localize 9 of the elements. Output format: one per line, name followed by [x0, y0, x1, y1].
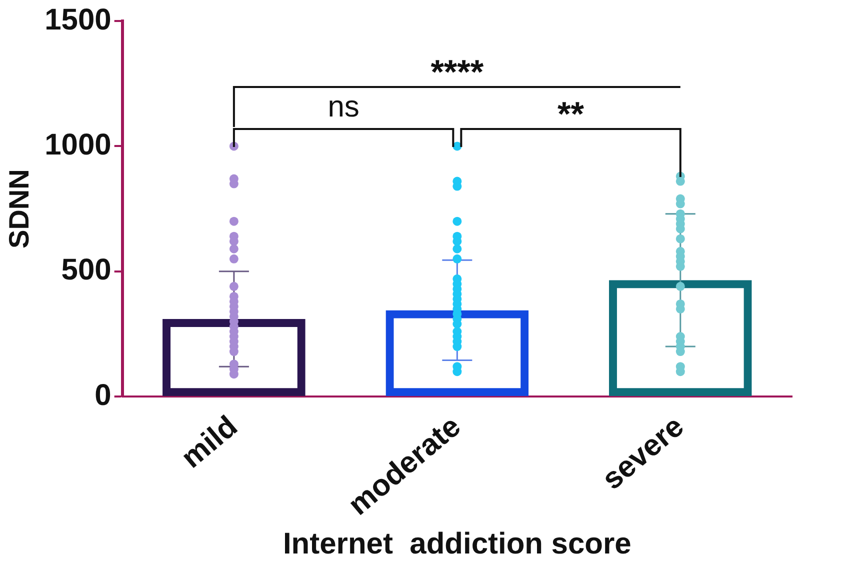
- annotation: ns: [328, 90, 360, 124]
- y-tick-label: 1000: [44, 128, 112, 162]
- y-tick-label: 1500: [44, 3, 112, 36]
- y-axis-title: SDNN: [4, 169, 35, 248]
- y-tick-label: 500: [61, 254, 112, 287]
- x-axis-title: Internet addiction score: [282, 527, 632, 560]
- annotation: ****: [430, 53, 484, 92]
- annotation: **: [558, 95, 585, 134]
- y-tick-label: 0: [94, 378, 112, 412]
